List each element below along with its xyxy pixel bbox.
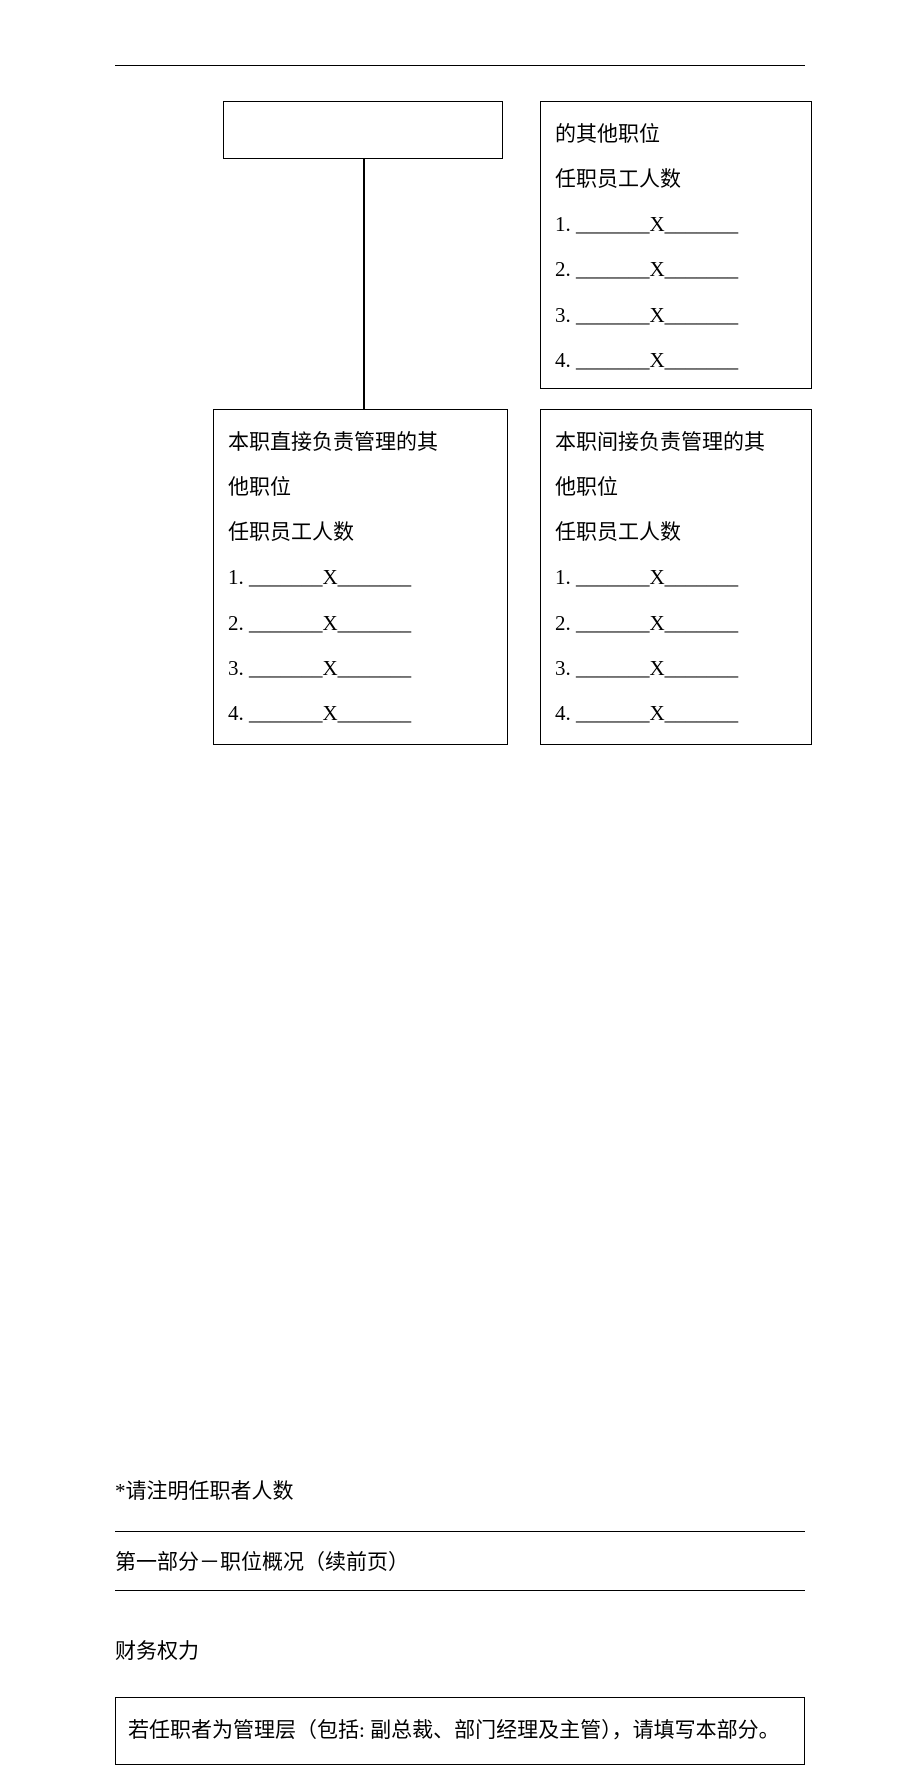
list-item: 1. _______X_______ (228, 555, 493, 600)
empty-top-box (223, 101, 503, 159)
list-item: 1. _______X_______ (555, 555, 797, 600)
box-text: 本职直接负责管理的其 (228, 420, 493, 465)
list-item: 2. _______X_______ (555, 247, 797, 292)
list-item: 2. _______X_______ (228, 601, 493, 646)
box-text: 本职间接负责管理的其 (555, 420, 797, 465)
section-header-text: 第一部分－职位概况（续前页） (115, 1550, 409, 1574)
box-text: 任职员工人数 (555, 510, 797, 555)
box-text: 任职员工人数 (228, 510, 493, 555)
box-top-right: 的其他职位 任职员工人数 1. _______X_______ 2. _____… (540, 101, 812, 389)
org-chart: 的其他职位 任职员工人数 1. _______X_______ 2. _____… (115, 101, 805, 791)
box-bottom-right: 本职间接负责管理的其 他职位 任职员工人数 1. _______X_______… (540, 409, 812, 745)
list-item: 3. _______X_______ (555, 646, 797, 691)
list-item: 2. _______X_______ (555, 601, 797, 646)
list-item: 1. _______X_______ (555, 202, 797, 247)
box-text: 他职位 (555, 465, 797, 510)
box-text: 任职员工人数 (555, 157, 797, 202)
instruction-text: 若任职者为管理层（包括: 副总裁、部门经理及主管），请填写本部分。 (128, 1718, 780, 1742)
top-divider (115, 65, 805, 66)
note-text: *请注明任职者人数 (115, 1475, 805, 1505)
list-item: 3. _______X_______ (555, 293, 797, 338)
box-text: 他职位 (228, 465, 493, 510)
list-item: 4. _______X_______ (555, 338, 797, 383)
box-text: 的其他职位 (555, 112, 797, 157)
list-item: 3. _______X_______ (228, 646, 493, 691)
list-item: 4. _______X_______ (228, 691, 493, 736)
connector-line (363, 159, 365, 409)
section-header: 第一部分－职位概况（续前页） (115, 1531, 805, 1591)
subsection-title: 财务权力 (115, 1635, 805, 1665)
list-item: 4. _______X_______ (555, 691, 797, 736)
instruction-box: 若任职者为管理层（包括: 副总裁、部门经理及主管），请填写本部分。 (115, 1697, 805, 1765)
box-bottom-left: 本职直接负责管理的其 他职位 任职员工人数 1. _______X_______… (213, 409, 508, 745)
